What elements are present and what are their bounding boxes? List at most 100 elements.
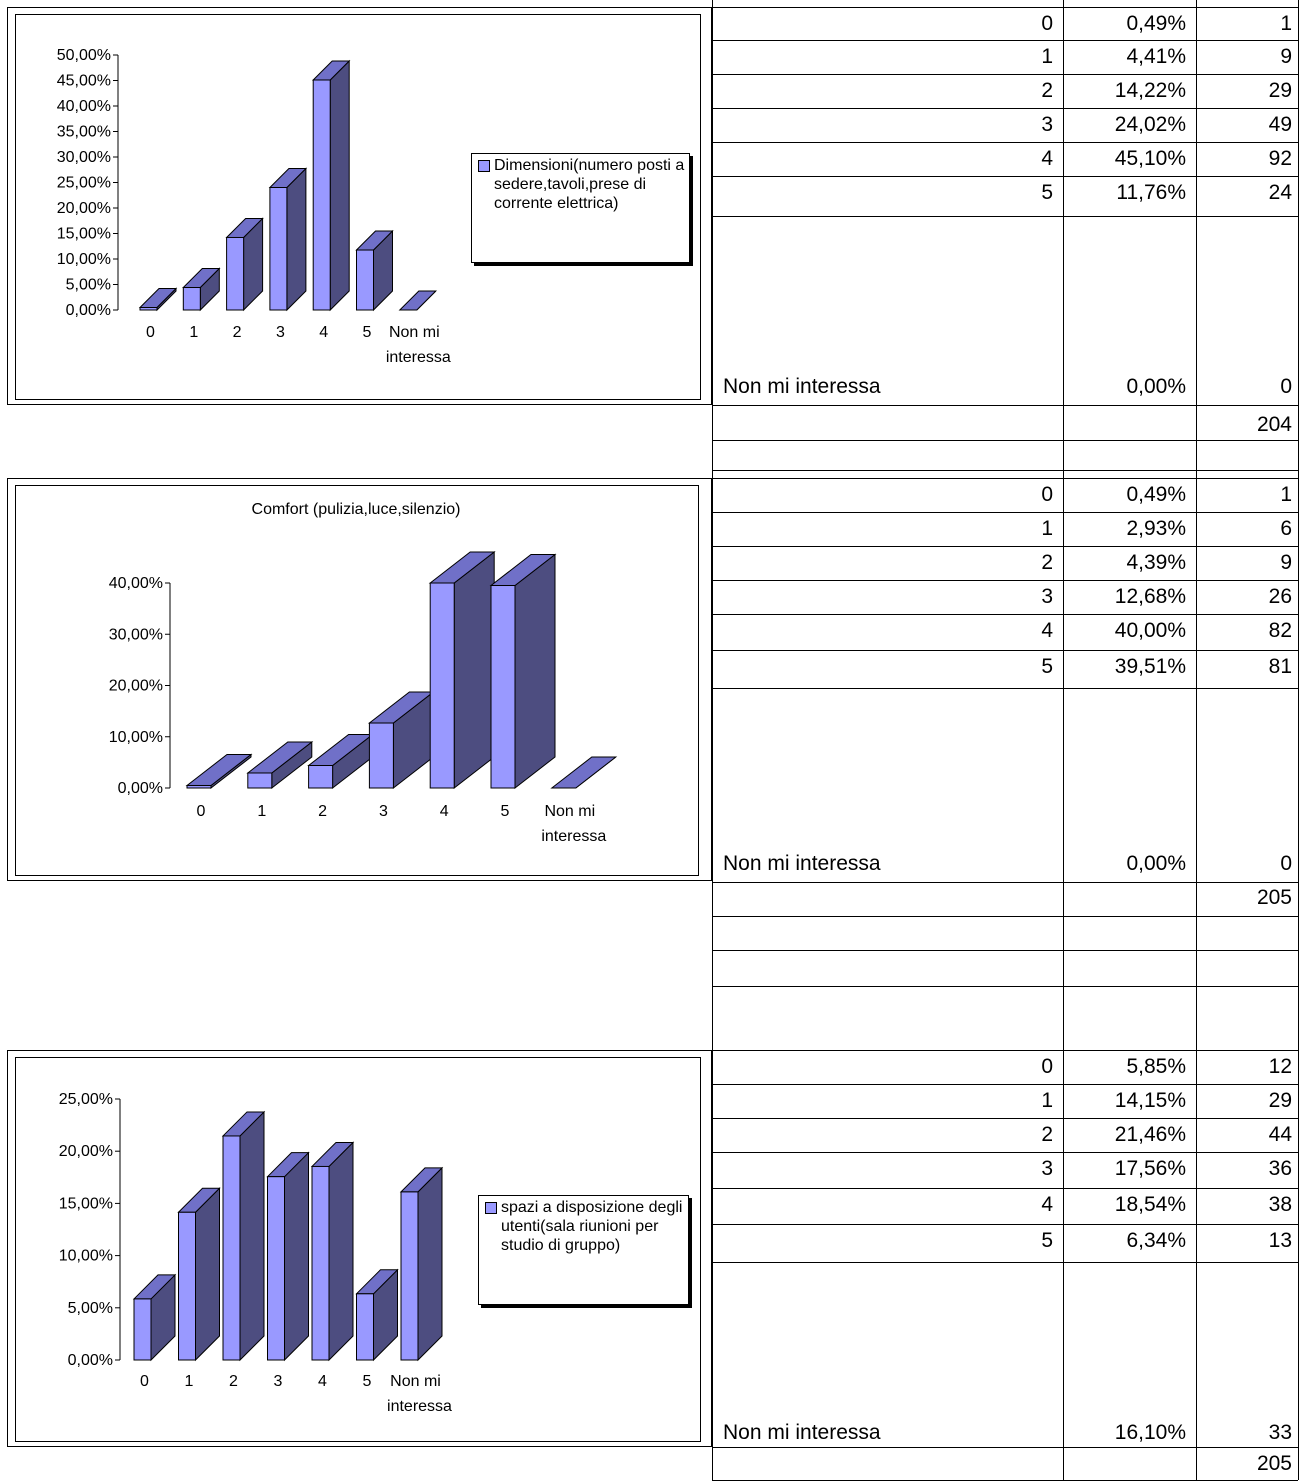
grid-line: [712, 882, 1298, 883]
x-tick-label: Non mi interessa: [541, 803, 606, 845]
table-cell-pct: 11,76%: [1116, 181, 1186, 204]
legend-swatch-icon: [485, 1202, 497, 1214]
bar-side: [329, 59, 350, 312]
y-tick-label: 30,00%: [57, 149, 111, 166]
x-tick-label: Non mi interessa: [386, 324, 451, 366]
table-cell-count: 38: [1268, 1193, 1292, 1216]
legend-spazi: spazi a disposizione degli utenti(sala r…: [478, 1195, 689, 1305]
bar-side: [239, 1110, 265, 1362]
table-cell-score: 1: [1041, 1089, 1053, 1112]
y-tick-label: 20,00%: [109, 678, 163, 695]
table-cell-pct: 6,34%: [1126, 1229, 1186, 1252]
bar: [356, 1293, 374, 1361]
table-cell-pct: 0,49%: [1126, 12, 1186, 35]
y-tick-label: 40,00%: [109, 575, 163, 592]
grid-line: [712, 405, 1298, 406]
table-cell-score: 4: [1041, 619, 1053, 642]
grid-line: [712, 176, 1298, 177]
bar: [429, 582, 455, 789]
y-tick-label: 5,00%: [68, 1300, 113, 1317]
table-cell-count: 13: [1268, 1229, 1292, 1252]
table-cell-pct: 14,15%: [1114, 1089, 1186, 1112]
grid-line: [712, 1050, 1298, 1051]
y-tick-label: 0,00%: [68, 1352, 113, 1369]
chart-title: Comfort (pulizia,luce,silenzio): [252, 501, 461, 518]
chart-spazi: 0,00% 5,00% 10,00% 15,00% 20,00% 25,00% 0 1 2 3 4 5…: [15, 1057, 701, 1442]
chart-spazi-plot: 0,00% 5,00% 10,00% 15,00% 20,00% 25,00% 0 1 2 3 4 5…: [59, 1091, 452, 1415]
x-tick-label: 4: [319, 324, 328, 341]
x-tick-label: 1: [257, 803, 266, 820]
bar: [182, 287, 201, 311]
table-cell-score: 5: [1041, 1229, 1053, 1252]
chart-dimensioni: 0,00% 5,00% 10,00% 15,00% 20,00% 25,00% 30,00%…: [15, 14, 701, 400]
grid-line: [712, 1262, 1298, 1263]
x-tick-label: 0: [146, 324, 155, 341]
x-tick-label: 0: [140, 1373, 149, 1390]
table-cell-count: 6: [1280, 517, 1292, 540]
bar: [226, 236, 245, 311]
legend-dimensioni: Dimensioni(numero posti a sedere,tavoli,…: [471, 153, 690, 263]
grid-line: [712, 7, 1298, 8]
grid-line: [712, 216, 1298, 217]
table-cell-count: 44: [1268, 1123, 1292, 1146]
bar-side: [195, 1187, 220, 1362]
chart-comfort: Comfort (pulizia,luce,silenzio) 0,00% 10,0…: [15, 485, 699, 876]
chart-dimensioni-plot: 0,00% 5,00% 10,00% 15,00% 20,00% 25,00% 30,00%…: [57, 47, 451, 366]
table-cell-count: 9: [1280, 45, 1292, 68]
y-tick-label: 40,00%: [57, 98, 111, 115]
y-tick-label: 25,00%: [59, 1091, 113, 1108]
grid-line: [712, 512, 1298, 513]
grid-line: [712, 546, 1298, 547]
bar: [368, 722, 394, 789]
table-cell-count: 12: [1268, 1055, 1292, 1078]
bar: [222, 1135, 241, 1361]
table-cell-score: 2: [1041, 79, 1053, 102]
grid-line: [712, 580, 1298, 581]
table-cell-score: 1: [1041, 45, 1053, 68]
table-cell-pct: 17,56%: [1114, 1157, 1186, 1180]
x-tick-label: 0: [197, 803, 206, 820]
table-cell-count: 33: [1268, 1421, 1292, 1444]
grid-line: [712, 1447, 1298, 1448]
table-cell-score: 4: [1041, 147, 1053, 170]
table-cell-score: 2: [1041, 1123, 1053, 1146]
table-cell-pct: 4,39%: [1126, 551, 1186, 574]
table-cell-pct: 12,68%: [1114, 585, 1186, 608]
table-cell-total: 204: [1256, 413, 1292, 436]
table-cell-score: 0: [1041, 483, 1053, 506]
grid-line: [1298, 0, 1299, 1480]
table-cell-count: 82: [1268, 619, 1292, 642]
table-cell-count: 1: [1280, 12, 1292, 35]
table-cell-count: 29: [1268, 1089, 1292, 1112]
table-cell-count: 36: [1268, 1157, 1292, 1180]
grid-line: [712, 40, 1298, 41]
table-cell-count: 1: [1280, 483, 1292, 506]
grid-line: [712, 478, 1298, 479]
grid-line: [712, 0, 713, 1480]
grid-line: [712, 916, 1298, 917]
x-tick-label: 1: [189, 324, 198, 341]
table-cell-score: 2: [1041, 551, 1053, 574]
bar: [312, 79, 331, 311]
y-tick-label: 10,00%: [109, 729, 163, 746]
table-cell-score: 4: [1041, 1193, 1053, 1216]
bar: [247, 772, 273, 789]
y-tick-label: 30,00%: [109, 626, 163, 643]
bar: [139, 307, 158, 311]
grid-line: [712, 688, 1298, 689]
table-cell-pct: 2,93%: [1126, 517, 1186, 540]
table-cell-pct: 14,22%: [1114, 79, 1186, 102]
table-cell-score: 3: [1041, 585, 1053, 608]
table-cell-label: Non mi interessa: [723, 1421, 881, 1444]
table-cell-total: 205: [1256, 1452, 1292, 1475]
x-tick-label: 4: [440, 803, 449, 820]
x-tick-label: 5: [501, 803, 510, 820]
x-tick-label: 2: [229, 1373, 238, 1390]
y-tick-label: 50,00%: [57, 47, 111, 64]
table-cell-count: 26: [1268, 585, 1292, 608]
table-cell-score: 3: [1041, 1157, 1053, 1180]
table-cell-count: 0: [1280, 852, 1292, 875]
table-cell-count: 9: [1280, 551, 1292, 574]
y-tick-label: 10,00%: [59, 1248, 113, 1265]
bar: [490, 585, 516, 789]
